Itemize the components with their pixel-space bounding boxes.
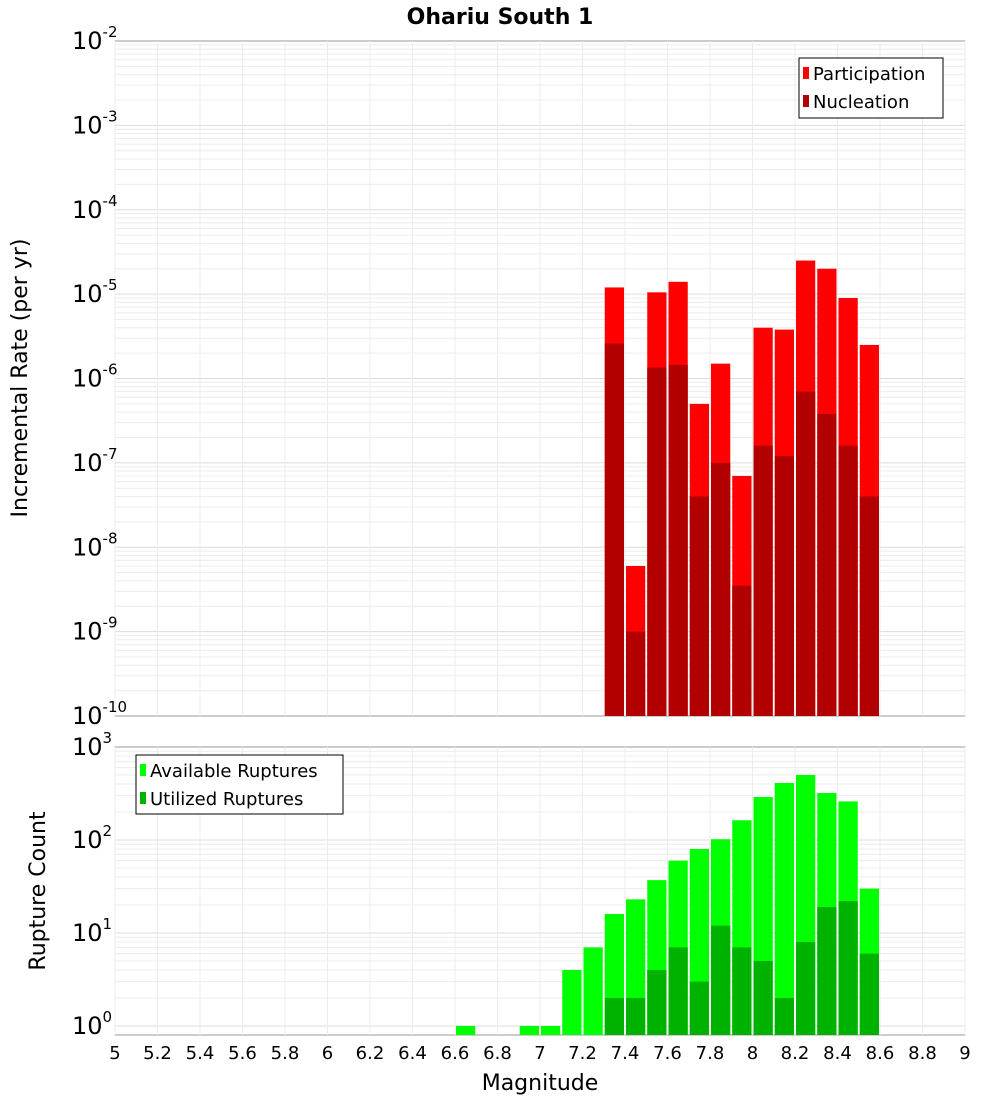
y-tick-label: 10-2: [72, 23, 118, 55]
count-legend-box: [135, 754, 344, 815]
nucleation-bar: [626, 631, 646, 716]
x-tick-label: 5.8: [271, 1043, 300, 1064]
utilized-legend-label: Utilized Ruptures: [150, 789, 303, 810]
count-y-ticks: 100 101 102 103: [72, 729, 112, 1040]
rate-legend: Participation Nucleation: [798, 57, 944, 119]
y-tick-label: 10-3: [72, 107, 118, 139]
nucleation-bar: [689, 496, 709, 716]
utilized-bar: [732, 947, 752, 1035]
nucleation-legend-label: Nucleation: [813, 92, 909, 113]
y-tick-label: 10-7: [72, 445, 118, 477]
count-y-axis-label: Rupture Count: [26, 811, 51, 971]
y-tick-label: 10-5: [72, 276, 118, 308]
x-tick-label: 7.8: [696, 1043, 725, 1064]
utilized-bar: [689, 981, 709, 1035]
available-bar: [541, 1025, 561, 1035]
rate-y-axis-label: Incremental Rate (per yr): [8, 239, 33, 518]
utilized-bar: [647, 969, 667, 1035]
x-tick-label: 5: [109, 1043, 120, 1064]
x-tick-label: 8.8: [908, 1043, 937, 1064]
y-tick-label: 10-8: [72, 529, 118, 561]
x-tick-label: 5.6: [228, 1043, 257, 1064]
participation-legend-swatch: [803, 67, 809, 79]
x-tick-label: 7.6: [653, 1043, 682, 1064]
available-bar: [456, 1025, 476, 1035]
utilized-bar: [753, 960, 773, 1035]
count-plot: 100 101 102 103 5 5.2 5.4 5.6 5.8 6 6.2 6.4 6.6 6.8 7…: [26, 729, 971, 1096]
available-bar: [583, 947, 603, 1035]
utilized-bar: [668, 947, 688, 1035]
rate-bars: [604, 260, 879, 716]
y-tick-label: 102: [72, 822, 112, 854]
rate-y-ticks: 10-10 10-9 10-8 10-7 10-6 10-5 10-4 10-3 10-2: [72, 23, 127, 730]
chart-title: Ohariu South 1: [407, 5, 594, 30]
available-legend-label: Available Ruptures: [150, 761, 318, 782]
x-tick-label: 7.2: [568, 1043, 597, 1064]
magnitude-x-ticks: 5 5.2 5.4 5.6 5.8 6 6.2 6.4 6.6 6.8 7 7.2 7.4 7.6 7.8 8…: [109, 1043, 970, 1064]
available-bar: [562, 969, 582, 1035]
utilized-bar: [711, 925, 731, 1035]
rate-legend-box: [798, 57, 944, 119]
utilized-bar: [604, 997, 624, 1035]
nucleation-bar: [668, 364, 688, 716]
count-bars: [456, 774, 879, 1035]
x-tick-label: 5.4: [186, 1043, 215, 1064]
nucleation-bar: [753, 445, 773, 716]
x-axis-label: Magnitude: [482, 1071, 599, 1096]
nucleation-bar: [732, 585, 752, 716]
nucleation-bar: [711, 462, 731, 716]
count-legend: Available Ruptures Utilized Ruptures: [135, 754, 344, 815]
utilized-bar: [796, 942, 816, 1035]
x-tick-label: 9: [959, 1043, 970, 1064]
x-tick-label: 8.2: [781, 1043, 810, 1064]
y-tick-label: 10-6: [72, 361, 118, 393]
x-tick-label: 6.2: [356, 1043, 385, 1064]
utilized-bar: [817, 907, 837, 1035]
nucleation-bar: [859, 496, 879, 716]
y-tick-label: 10-10: [72, 698, 127, 730]
x-tick-label: 6.8: [483, 1043, 512, 1064]
x-tick-label: 7: [534, 1043, 545, 1064]
nucleation-bar: [838, 445, 858, 716]
nucleation-bar: [604, 343, 624, 716]
utilized-bar: [838, 901, 858, 1035]
rate-plot: 10-10 10-9 10-8 10-7 10-6 10-5 10-4 10-3 10-2 In…: [8, 23, 966, 730]
utilized-bar: [859, 953, 879, 1035]
nucleation-bar: [774, 456, 794, 716]
utilized-legend-swatch: [140, 792, 146, 804]
nucleation-bar: [817, 413, 837, 716]
nucleation-bar: [647, 367, 667, 716]
x-tick-label: 8: [747, 1043, 758, 1064]
utilized-bar: [626, 997, 646, 1035]
x-tick-label: 6: [322, 1043, 333, 1064]
available-legend-swatch: [140, 764, 146, 776]
participation-legend-label: Participation: [813, 64, 925, 85]
x-tick-label: 7.4: [611, 1043, 640, 1064]
x-tick-label: 6.6: [441, 1043, 470, 1064]
rate-grid: [114, 41, 966, 716]
nucleation-bar: [796, 391, 816, 716]
y-tick-label: 100: [72, 1008, 112, 1040]
available-bar: [519, 1025, 539, 1035]
y-tick-label: 103: [72, 729, 112, 761]
x-tick-label: 8.4: [823, 1043, 852, 1064]
available-bar: [774, 783, 794, 1035]
x-tick-label: 5.2: [143, 1043, 172, 1064]
x-tick-label: 6.4: [398, 1043, 427, 1064]
y-tick-label: 10-4: [72, 192, 118, 224]
x-tick-label: 8.6: [866, 1043, 895, 1064]
utilized-bar: [774, 997, 794, 1035]
nucleation-legend-swatch: [803, 95, 809, 107]
y-tick-label: 101: [72, 915, 112, 947]
y-tick-label: 10-9: [72, 614, 118, 646]
